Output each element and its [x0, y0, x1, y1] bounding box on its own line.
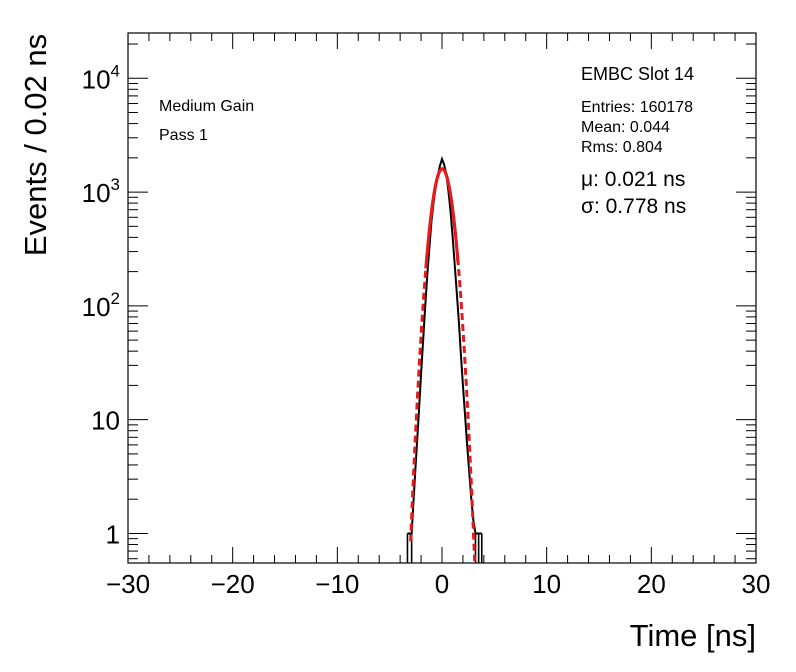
fit-series [409, 167, 477, 561]
x-axis-label: Time [ns] [629, 618, 756, 653]
rms-stat: Rms: 0.804 [581, 139, 663, 156]
x-tick-label: 0 [435, 569, 449, 599]
mean-stat: Mean: 0.044 [581, 119, 670, 136]
x-tick-label: 20 [637, 569, 666, 599]
pass-label: Pass 1 [159, 127, 208, 144]
entries-stat: Entries: 160178 [581, 99, 694, 116]
slot-label: EMBC Slot 14 [581, 64, 695, 84]
plot-area [406, 156, 483, 563]
gain-label: Medium Gain [159, 98, 255, 115]
axis-ticks [127, 33, 757, 563]
y-tick-label: 10 [91, 406, 120, 436]
y-tick-label: 102 [82, 289, 120, 322]
mu-fit-value: μ: 0.021 ns [581, 168, 686, 191]
y-tick-labels: 1 10 102 103 104 [82, 61, 120, 549]
fit-curve-solid [424, 167, 460, 269]
y-axis-label: Events / 0.02 ns [18, 33, 53, 257]
histogram-line [407, 156, 482, 535]
x-tick-label: 10 [532, 569, 561, 599]
x-tick-label: −30 [106, 569, 150, 599]
sigma-fit-value: σ: 0.778 ns [581, 195, 687, 218]
x-tick-label: −10 [315, 569, 359, 599]
x-tick-labels: −30 −20 −10 0 10 20 30 [106, 569, 771, 599]
fit-curve-dashed-right [456, 258, 477, 561]
y-tick-label: 104 [82, 61, 120, 94]
x-tick-label: −20 [211, 569, 255, 599]
x-tick-label: 30 [742, 569, 771, 599]
y-tick-label: 1 [106, 519, 120, 549]
y-tick-label: 103 [82, 175, 120, 208]
fit-curve-dashed-left [409, 265, 428, 542]
